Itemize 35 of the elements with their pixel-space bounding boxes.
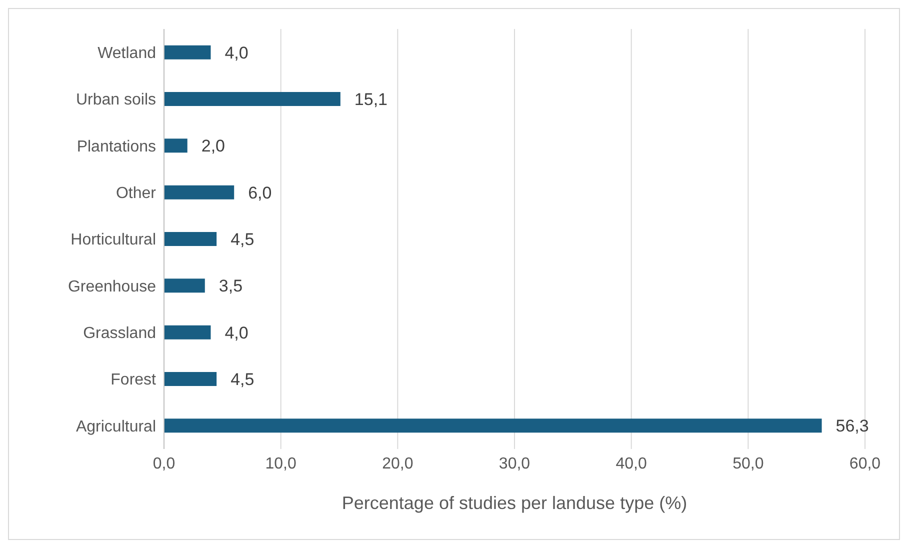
x-axis-title: Percentage of studies per landuse type (%) xyxy=(342,493,688,513)
bar xyxy=(164,372,217,386)
y-tick-label: Urban soils xyxy=(76,92,156,109)
bar xyxy=(164,138,188,153)
x-tick-label: 50,0 xyxy=(732,455,764,472)
y-tick-label: Agricultural xyxy=(76,418,156,436)
x-tick-label: 60,0 xyxy=(849,455,881,472)
bar xyxy=(164,185,234,200)
data-label: 4,5 xyxy=(230,230,254,250)
data-label: 2,0 xyxy=(201,136,226,156)
x-tick-label: 40,0 xyxy=(616,455,648,472)
bar xyxy=(164,278,205,293)
y-tick-label: Wetland xyxy=(98,45,156,62)
data-label: 56,3 xyxy=(836,416,869,436)
data-label: 4,0 xyxy=(224,43,248,62)
y-tick-label: Plantations xyxy=(76,138,156,156)
bar xyxy=(164,418,822,433)
data-label: 3,5 xyxy=(218,276,243,296)
x-tick-label: 0,0 xyxy=(152,455,176,472)
x-tick-label: 10,0 xyxy=(265,455,297,472)
y-tick-label: Other xyxy=(116,185,157,202)
x-tick-label: 20,0 xyxy=(382,455,414,472)
bar xyxy=(164,45,211,60)
bar xyxy=(164,92,340,106)
data-label: 15,1 xyxy=(354,90,388,110)
bar xyxy=(164,232,217,246)
y-tick-label: Greenhouse xyxy=(68,278,156,296)
data-label: 6,0 xyxy=(248,183,272,202)
bar xyxy=(164,325,211,340)
data-label: 4,0 xyxy=(224,323,248,342)
x-tick-label: 30,0 xyxy=(498,455,530,472)
y-tick-label: Grassland xyxy=(83,325,156,342)
data-label: 4,5 xyxy=(230,370,254,390)
y-tick-label: Horticultural xyxy=(70,232,156,249)
y-tick-label: Forest xyxy=(110,372,157,389)
